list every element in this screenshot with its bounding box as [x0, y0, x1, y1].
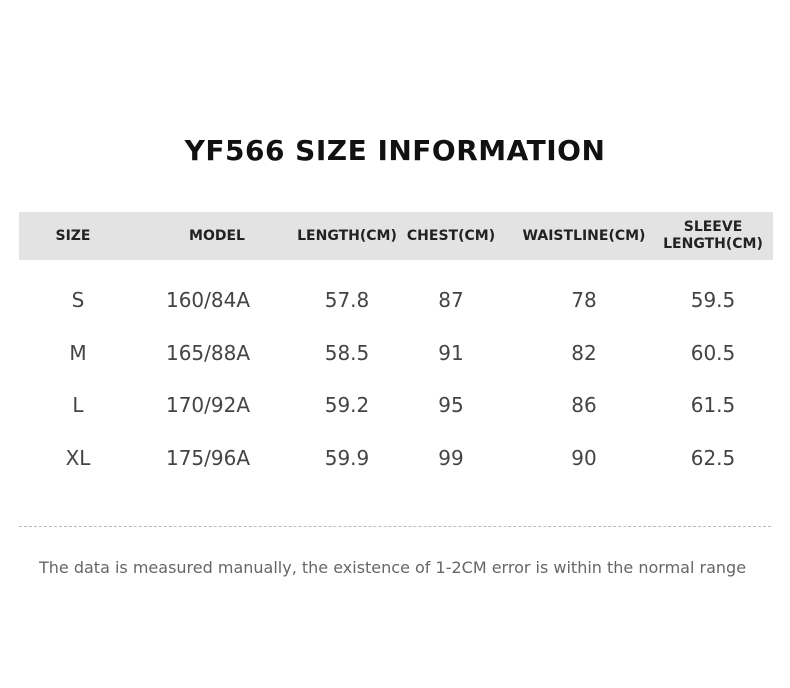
table-cell: 86	[571, 393, 597, 417]
table-cell: S	[71, 288, 85, 312]
table-cell: 57.8	[324, 288, 370, 312]
table-cell: 82	[571, 341, 597, 365]
dashed-divider	[19, 526, 771, 527]
table-cell: 95	[438, 393, 464, 417]
table-cell: 59.5	[690, 288, 736, 312]
column-header: SIZE	[55, 228, 91, 244]
column-header: LENGTH(CM)	[297, 228, 397, 244]
table-cell: 62.5	[690, 446, 736, 470]
table-cell: 99	[438, 446, 464, 470]
table-cell: L	[72, 393, 84, 417]
table-cell: 58.5	[324, 341, 370, 365]
table-cell: 175/96A	[165, 446, 251, 470]
note: The data is measured manually, the exist…	[39, 558, 747, 577]
column-header: SLEEVE LENGTH(CM)	[663, 219, 763, 252]
table-cell: 165/88A	[165, 341, 251, 365]
table-cell: 160/84A	[165, 288, 251, 312]
title: YF566 SIZE INFORMATION	[184, 134, 606, 167]
table-cell: 60.5	[690, 341, 736, 365]
table-cell: XL	[65, 446, 91, 470]
table-cell: 59.9	[324, 446, 370, 470]
header-band	[19, 212, 773, 260]
table-cell: 78	[571, 288, 597, 312]
column-header: WAISTLINE(CM)	[522, 228, 646, 244]
column-header: MODEL	[189, 228, 245, 244]
column-header: CHEST(CM)	[406, 228, 496, 244]
table-cell: 91	[438, 341, 464, 365]
table-cell: 59.2	[324, 393, 370, 417]
table-cell: 87	[438, 288, 464, 312]
table-cell: 170/92A	[165, 393, 251, 417]
table-cell: M	[69, 341, 87, 365]
table-cell: 61.5	[690, 393, 736, 417]
table-cell: 90	[571, 446, 597, 470]
